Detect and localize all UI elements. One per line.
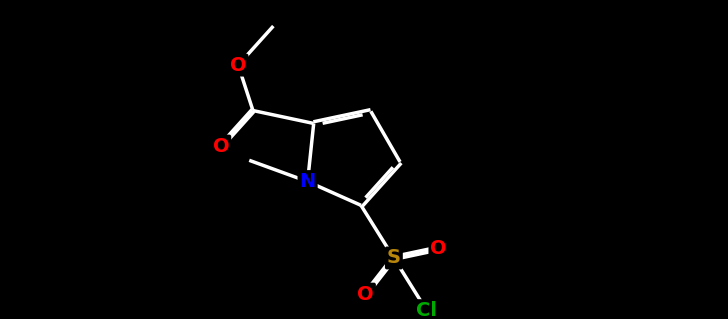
Text: N: N — [299, 172, 316, 191]
Text: O: O — [230, 56, 247, 75]
Text: O: O — [357, 285, 374, 304]
Text: Cl: Cl — [416, 301, 438, 319]
Text: O: O — [213, 137, 229, 156]
Text: O: O — [430, 239, 447, 258]
Text: S: S — [387, 249, 401, 267]
